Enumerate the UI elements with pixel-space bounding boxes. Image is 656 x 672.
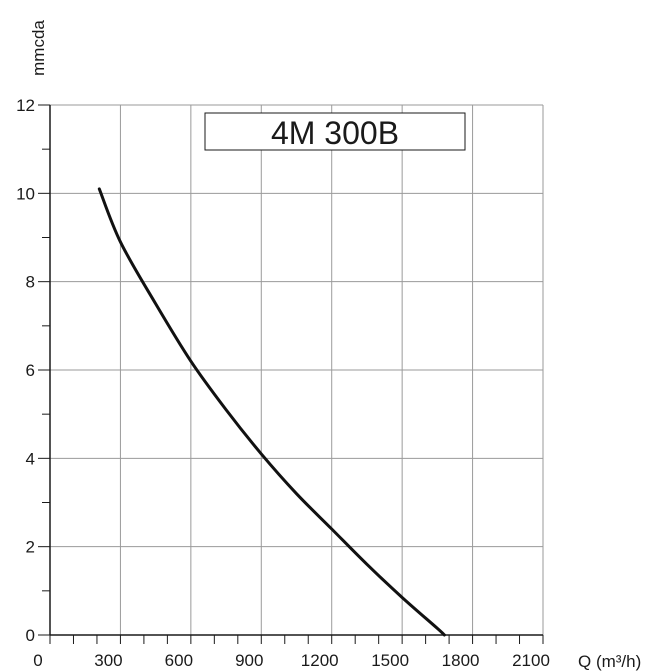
pump-curve-line: [97, 187, 446, 637]
y-tick-label: 8: [26, 273, 35, 292]
x-tick-label: 1200: [301, 651, 339, 670]
x-tick-label: 600: [165, 651, 193, 670]
x-tick-label: 0: [33, 651, 42, 670]
title-box: 4M 300B: [204, 112, 466, 151]
x-axis-label: Q (m³/h): [578, 652, 641, 671]
series: [97, 187, 446, 637]
y-tick-label: 4: [26, 449, 35, 468]
x-tick-label: 1800: [442, 651, 480, 670]
y-tick-label: 6: [26, 361, 35, 380]
chart-title: 4M 300B: [271, 115, 399, 151]
y-axis-label: mmcda: [29, 20, 48, 76]
x-tick-label: 300: [94, 651, 122, 670]
x-tick-label: 2100: [512, 651, 550, 670]
x-tick-label: 1500: [371, 651, 409, 670]
y-tick-label: 10: [16, 184, 35, 203]
y-tick-label: 12: [16, 96, 35, 115]
tick-labels: 0 300 600 900 1200 1500 1800 2100 0 2 4 6 8 10 12: [16, 96, 550, 670]
axes: [38, 104, 544, 644]
y-tick-label: 0: [26, 626, 35, 645]
grid: [50, 104, 544, 635]
y-tick-label: 2: [26, 538, 35, 557]
x-tick-label: 900: [235, 651, 263, 670]
